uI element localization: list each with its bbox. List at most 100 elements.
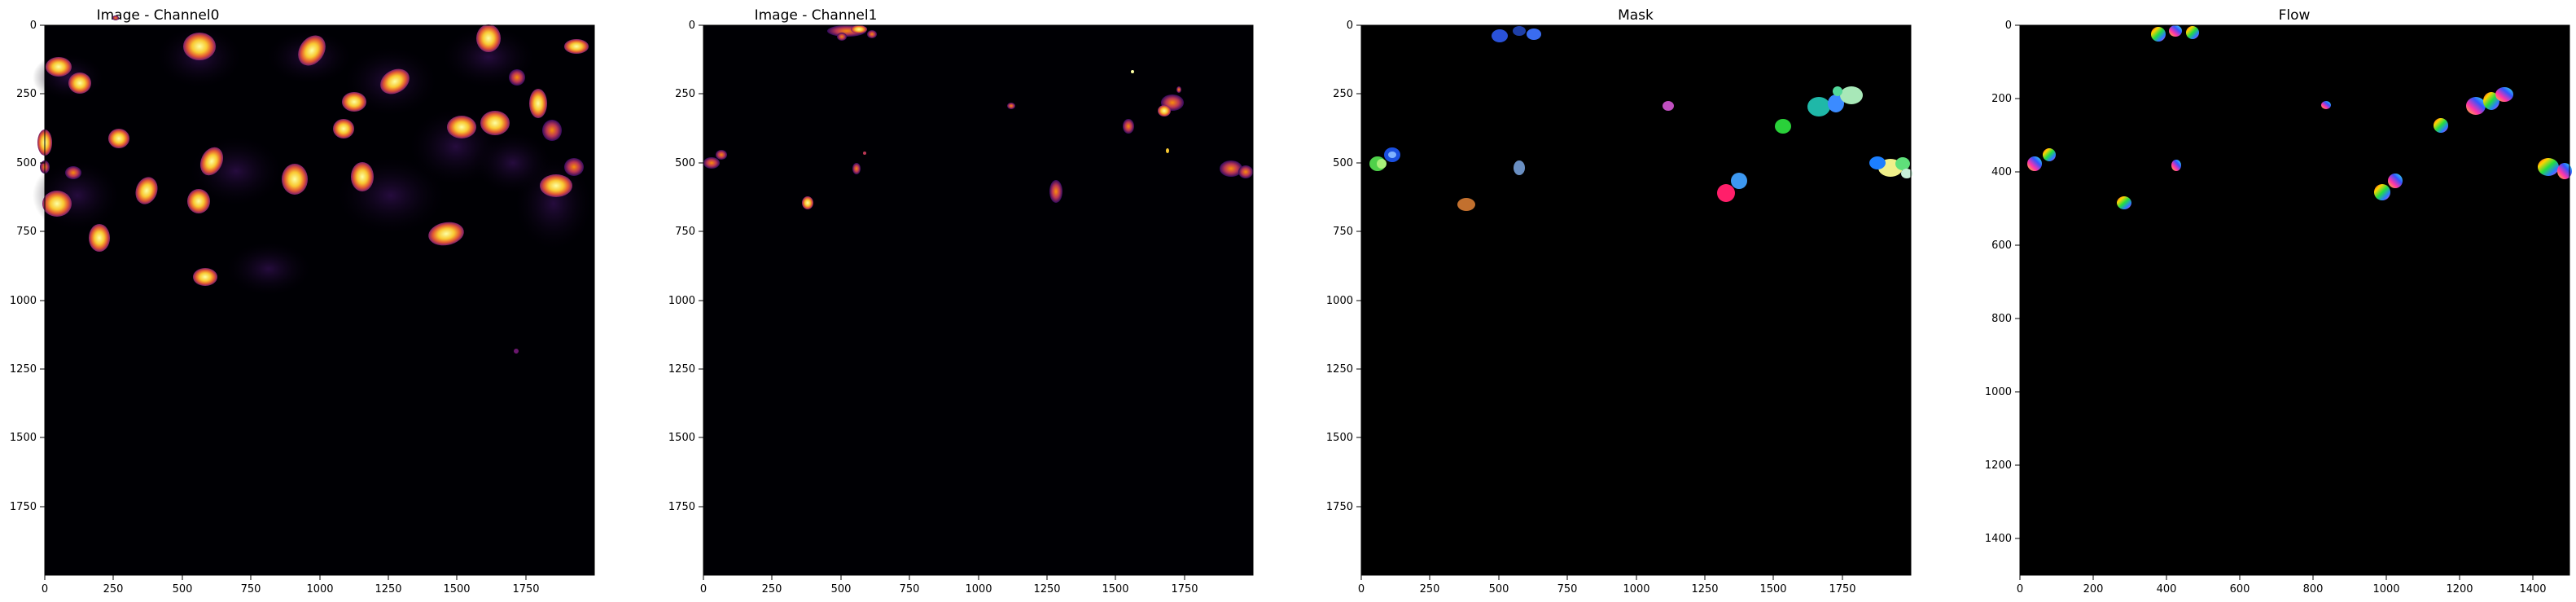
x-tick-label: 0	[2017, 583, 2023, 595]
panel-channel0: Image - Channel0	[10, 7, 595, 595]
y-tick-label: 750	[675, 226, 695, 238]
y-tick: 0	[689, 20, 703, 32]
y-tick: 1250	[10, 363, 45, 376]
y-tick-label: 0	[1347, 20, 1353, 32]
x-tick-label: 1000	[1623, 583, 1649, 595]
y-axis: 0 250 500 750 1000 1250 1500 1750	[10, 20, 45, 513]
y-tick: 750	[1333, 226, 1361, 238]
cell-image	[703, 25, 1253, 209]
x-tick: 1500	[1759, 575, 1787, 595]
panel-channel1: Image - Channel1 0 250 5	[668, 7, 1254, 595]
x-tick: 1000	[2372, 575, 2400, 595]
panel-title: Mask	[1618, 7, 1654, 24]
y-tick: 750	[675, 226, 703, 238]
x-tick: 1250	[1033, 575, 1061, 595]
x-tick-label: 750	[900, 583, 920, 595]
x-tick: 1400	[2519, 575, 2547, 595]
x-tick: 500	[1489, 575, 1509, 595]
x-tick: 1750	[1171, 575, 1198, 595]
y-tick: 250	[675, 88, 703, 100]
y-tick-label: 250	[1333, 88, 1353, 100]
x-tick: 0	[2017, 575, 2023, 595]
x-tick-label: 1250	[1691, 583, 1718, 595]
y-tick: 0	[1347, 20, 1361, 32]
x-tick-label: 1500	[1102, 583, 1128, 595]
y-tick-label: 600	[1991, 239, 2012, 252]
y-tick: 250	[1333, 88, 1361, 100]
y-tick: 1500	[10, 432, 45, 444]
x-tick-label: 200	[2083, 583, 2104, 595]
x-tick-label: 1750	[1171, 583, 1198, 595]
x-tick-label: 500	[173, 583, 193, 595]
y-tick-label: 1000	[1985, 386, 2012, 398]
y-tick-label: 1500	[668, 432, 695, 444]
y-tick: 1250	[1326, 363, 1361, 376]
image-area	[703, 25, 1253, 575]
x-tick: 0	[1358, 575, 1365, 595]
y-tick-label: 1500	[1326, 432, 1353, 444]
x-tick: 750	[1557, 575, 1577, 595]
y-tick: 1400	[1985, 533, 2020, 545]
x-axis: 0 250 500 750 1000 1250 1500 1750	[1358, 575, 1856, 595]
y-tick-label: 1500	[10, 432, 37, 444]
x-tick-label: 1500	[443, 583, 470, 595]
y-tick: 600	[1991, 239, 2020, 252]
y-tick: 1200	[1985, 459, 2020, 472]
y-tick: 1500	[668, 432, 703, 444]
y-tick: 1500	[1326, 432, 1361, 444]
x-tick-label: 1500	[1759, 583, 1786, 595]
y-tick-label: 1750	[668, 501, 695, 513]
y-tick-label: 1000	[10, 295, 37, 307]
x-tick-label: 400	[2157, 583, 2177, 595]
x-tick: 200	[2083, 575, 2104, 595]
y-tick: 1000	[1985, 386, 2020, 398]
y-tick: 400	[1991, 166, 2020, 178]
y-tick-label: 200	[1991, 93, 2012, 105]
x-tick-label: 500	[1489, 583, 1509, 595]
x-tick-label: 250	[1420, 583, 1440, 595]
y-axis: 0 250 500 750 1000 1250 1500 1750	[1326, 20, 1361, 513]
x-tick: 1750	[512, 575, 540, 595]
x-tick-label: 750	[241, 583, 261, 595]
y-tick-label: 1250	[10, 363, 37, 376]
panel-title: Image - Channel1	[755, 7, 878, 24]
x-tick: 1200	[2446, 575, 2473, 595]
x-tick-label: 1250	[1033, 583, 1060, 595]
y-tick-label: 0	[30, 20, 37, 32]
x-tick: 750	[900, 575, 920, 595]
y-tick: 0	[2005, 20, 2020, 32]
y-tick-label: 1000	[1326, 295, 1353, 307]
x-tick-label: 1000	[2372, 583, 2399, 595]
y-tick: 1000	[10, 295, 45, 307]
y-tick: 1000	[668, 295, 703, 307]
x-tick-label: 1750	[1829, 583, 1855, 595]
x-tick: 500	[831, 575, 851, 595]
y-tick-label: 0	[689, 20, 695, 32]
y-tick-label: 500	[1333, 157, 1353, 169]
x-tick-label: 250	[103, 583, 124, 595]
x-tick: 250	[1420, 575, 1440, 595]
image-area	[45, 25, 594, 575]
x-tick: 1000	[1623, 575, 1650, 595]
y-tick-label: 750	[16, 226, 37, 238]
x-tick-label: 0	[42, 583, 48, 595]
x-tick: 250	[762, 575, 782, 595]
x-tick: 250	[103, 575, 124, 595]
y-tick-label: 1250	[1326, 363, 1353, 376]
y-tick: 1750	[668, 501, 703, 513]
x-tick: 750	[241, 575, 261, 595]
x-tick: 1500	[1102, 575, 1129, 595]
x-tick-label: 1200	[2446, 583, 2473, 595]
y-tick: 250	[16, 88, 45, 100]
x-tick-label: 250	[762, 583, 782, 595]
y-tick-label: 500	[16, 157, 37, 169]
panel-mask: Mask 0 250	[1326, 7, 1912, 595]
x-tick-label: 600	[2230, 583, 2250, 595]
x-tick-label: 800	[2303, 583, 2324, 595]
x-tick-label: 0	[700, 583, 707, 595]
y-tick-label: 1400	[1985, 533, 2012, 545]
y-tick-label: 1200	[1985, 459, 2012, 472]
x-axis: 0 200 400 600 800 1000 1200 1400	[2017, 575, 2547, 595]
x-tick-label: 1750	[512, 583, 539, 595]
